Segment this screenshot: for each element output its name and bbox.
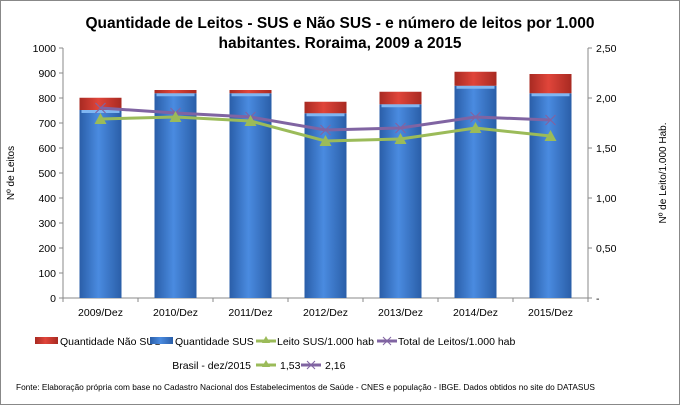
x-tick-label: 2014/Dez xyxy=(453,307,498,319)
y-tick-label: 700 xyxy=(38,118,56,130)
point-total-leitos xyxy=(320,124,331,136)
legend-swatch-sus xyxy=(150,337,173,344)
bar-sus xyxy=(229,93,272,298)
point-total-leitos xyxy=(545,114,556,126)
y2-tick-label: 2,00 xyxy=(596,93,617,105)
legend-label-sus: Quantidade SUS xyxy=(175,336,254,348)
reference-x-icon xyxy=(306,360,316,370)
legend-swatch-nao-sus xyxy=(35,337,58,344)
reference-row: Brasil - dez/2015 1,53 2,16 xyxy=(172,360,346,372)
bar-nao-sus xyxy=(229,90,272,94)
bar-sus-highlight xyxy=(156,93,195,97)
y-tick-label: 500 xyxy=(38,168,56,180)
point-total-leitos xyxy=(470,111,481,123)
point-leito-sus xyxy=(544,130,557,141)
x-tick-label: 2011/Dez xyxy=(228,307,272,319)
point-total-leitos xyxy=(95,102,106,114)
point-leito-sus xyxy=(469,122,482,133)
chart-title-line1: Quantidade de Leitos - SUS e Não SUS - e… xyxy=(85,15,594,32)
source-note: Fonte: Elaboração própria com base no Ca… xyxy=(16,382,595,392)
bar-nao-sus xyxy=(529,74,572,94)
point-leito-sus xyxy=(394,133,407,144)
y-tick-label: 0 xyxy=(50,293,56,305)
point-leito-sus xyxy=(244,115,257,126)
y2-tick-label: - xyxy=(596,293,600,305)
reference-sus-value: 1,53 xyxy=(280,360,301,372)
y2-axis-label: Nº de Leito/1.000 Hab. xyxy=(658,123,669,224)
bar-sus-highlight xyxy=(81,110,120,113)
bar-nao-sus xyxy=(154,90,197,94)
reference-total-value: 2,16 xyxy=(325,360,346,372)
bar-sus xyxy=(154,93,197,298)
x-tick-label: 2015/Dez xyxy=(528,307,573,319)
y-tick-label: 900 xyxy=(38,68,56,80)
point-leito-sus xyxy=(169,111,182,122)
bar-nao-sus xyxy=(454,71,497,86)
legend-x-icon xyxy=(382,336,392,346)
y-tick-label: 200 xyxy=(38,243,56,255)
y-tick-label: 1000 xyxy=(33,43,57,55)
bar-sus-highlight xyxy=(456,85,495,89)
legend-label-leito-sus: Leito SUS/1.000 hab xyxy=(277,336,374,348)
reference-label: Brasil - dez/2015 xyxy=(172,360,251,372)
y-axis-label: Nº de Leitos xyxy=(6,146,17,200)
bar-nao-sus xyxy=(379,91,422,105)
y2-tick-label: 2,50 xyxy=(596,43,617,55)
y-tick-label: 300 xyxy=(38,218,56,230)
x-tick-label: 2010/Dez xyxy=(153,307,198,319)
bar-sus-highlight xyxy=(531,93,570,97)
bar-nao-sus xyxy=(79,97,122,110)
x-tick-label: 2012/Dez xyxy=(303,307,348,319)
y2-tick-label: 0,50 xyxy=(596,243,617,255)
bar-sus-highlight xyxy=(381,104,420,108)
y-tick-label: 400 xyxy=(38,193,56,205)
bar-sus-highlight xyxy=(306,113,345,117)
reference-triangle-icon xyxy=(262,360,270,367)
y-tick-label: 100 xyxy=(38,268,56,280)
y2-tick-label: 1,50 xyxy=(596,143,617,155)
legend: Quantidade Não SUS Quantidade SUS Leito … xyxy=(35,336,516,348)
legend-triangle-icon xyxy=(262,336,270,343)
point-leito-sus xyxy=(319,135,332,146)
x-tick-label: 2013/Dez xyxy=(378,307,423,319)
y2-tick-label: 1,00 xyxy=(596,193,617,205)
bar-sus xyxy=(454,85,497,298)
legend-label-nao-sus: Quantidade Não SUS xyxy=(60,336,161,348)
y-tick-label: 800 xyxy=(38,93,56,105)
x-tick-label: 2009/Dez xyxy=(78,307,123,319)
bar-nao-sus xyxy=(304,101,347,114)
bar-sus xyxy=(529,93,572,298)
point-leito-sus xyxy=(94,113,107,124)
bar-sus xyxy=(79,110,122,298)
bar-sus-highlight xyxy=(231,93,270,97)
chart-title-line2: habitantes. Roraima, 2009 a 2015 xyxy=(219,35,462,52)
y-tick-label: 600 xyxy=(38,143,56,155)
point-total-leitos xyxy=(395,122,406,134)
legend-label-total: Total de Leitos/1.000 hab xyxy=(398,336,516,348)
